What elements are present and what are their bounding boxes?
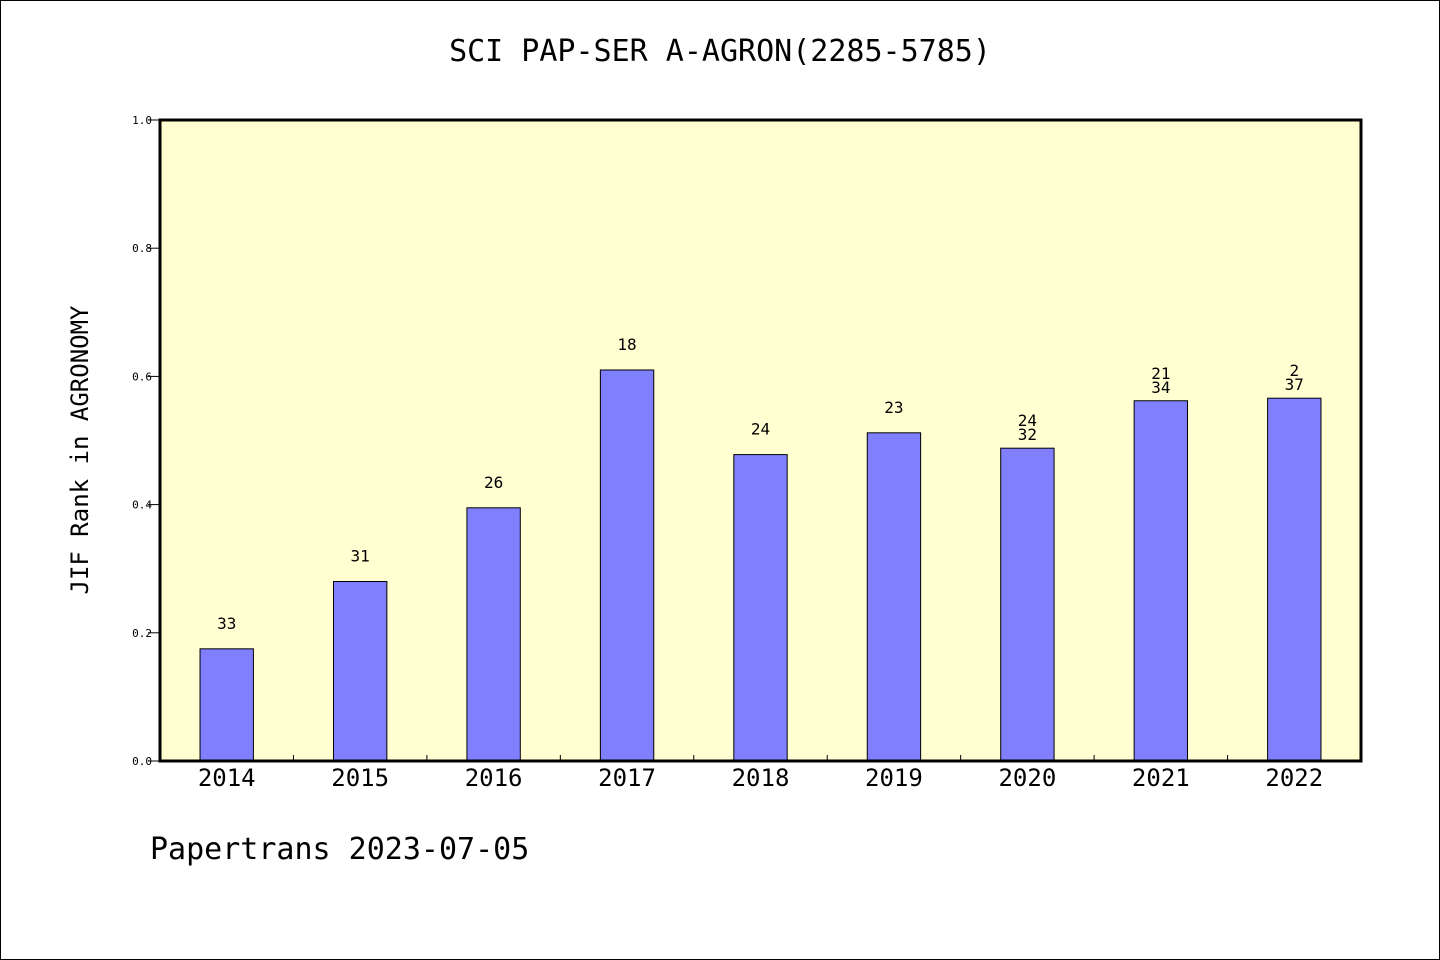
x-tick-label: 2022 bbox=[1265, 764, 1323, 792]
x-tick-label: 2016 bbox=[465, 764, 523, 792]
bar-data-label: 31 bbox=[351, 547, 370, 566]
bar-data-label: 18 bbox=[617, 335, 636, 354]
bar-data-label: 34 bbox=[1151, 378, 1170, 397]
y-tick-label: 0.0 bbox=[132, 755, 152, 768]
y-tick-label: 0.2 bbox=[132, 627, 152, 640]
bar-data-label: 24 bbox=[751, 420, 770, 439]
plot-border bbox=[158, 118, 1363, 763]
bar-2016 bbox=[466, 507, 521, 762]
x-tick-label: 2014 bbox=[198, 764, 256, 792]
bar-data-label: 26 bbox=[484, 473, 503, 492]
bar-data-label: 23 bbox=[884, 398, 903, 417]
y-tick-label: 0.8 bbox=[132, 242, 152, 255]
bar-data-label: 32 bbox=[1018, 425, 1037, 444]
x-tick-label: 2015 bbox=[331, 764, 389, 792]
y-tick-label: 0.6 bbox=[132, 370, 152, 383]
bar-2018 bbox=[733, 454, 788, 762]
footer-credit: Papertrans 2023-07-05 bbox=[150, 832, 530, 867]
bar-data-label: 2 bbox=[1289, 361, 1299, 380]
x-tick-label: 2018 bbox=[732, 764, 790, 792]
bar-2019 bbox=[866, 432, 922, 762]
x-tick-label: 2019 bbox=[865, 764, 923, 792]
bar-data-label: 24 bbox=[1018, 411, 1037, 430]
bar-2022 bbox=[1267, 397, 1322, 762]
bar-2014 bbox=[199, 648, 254, 762]
y-tick-label: 0.4 bbox=[132, 499, 152, 512]
bar-2015 bbox=[332, 581, 388, 762]
x-tick-label: 2021 bbox=[1132, 764, 1190, 792]
chart-title: SCI PAP-SER A-AGRON(2285-5785) bbox=[449, 34, 991, 69]
bar-2020 bbox=[1000, 447, 1055, 762]
bar-data-label: 33 bbox=[217, 614, 236, 633]
bars-group bbox=[199, 369, 1322, 762]
x-axis: 2014 2015 2016 2017 2018 2019 2020 2021 2022 bbox=[198, 755, 1323, 792]
y-axis: 0.0 0.2 0.4 0.6 0.8 1.0 bbox=[132, 114, 160, 768]
bar-data-label: 37 bbox=[1285, 375, 1304, 394]
y-tick-label: 1.0 bbox=[132, 114, 152, 127]
bar-2021 bbox=[1133, 400, 1189, 762]
bar-2017 bbox=[599, 369, 655, 762]
bar-data-label: 21 bbox=[1151, 364, 1170, 383]
x-tick-label: 2017 bbox=[598, 764, 656, 792]
x-tick-label: 2020 bbox=[998, 764, 1056, 792]
